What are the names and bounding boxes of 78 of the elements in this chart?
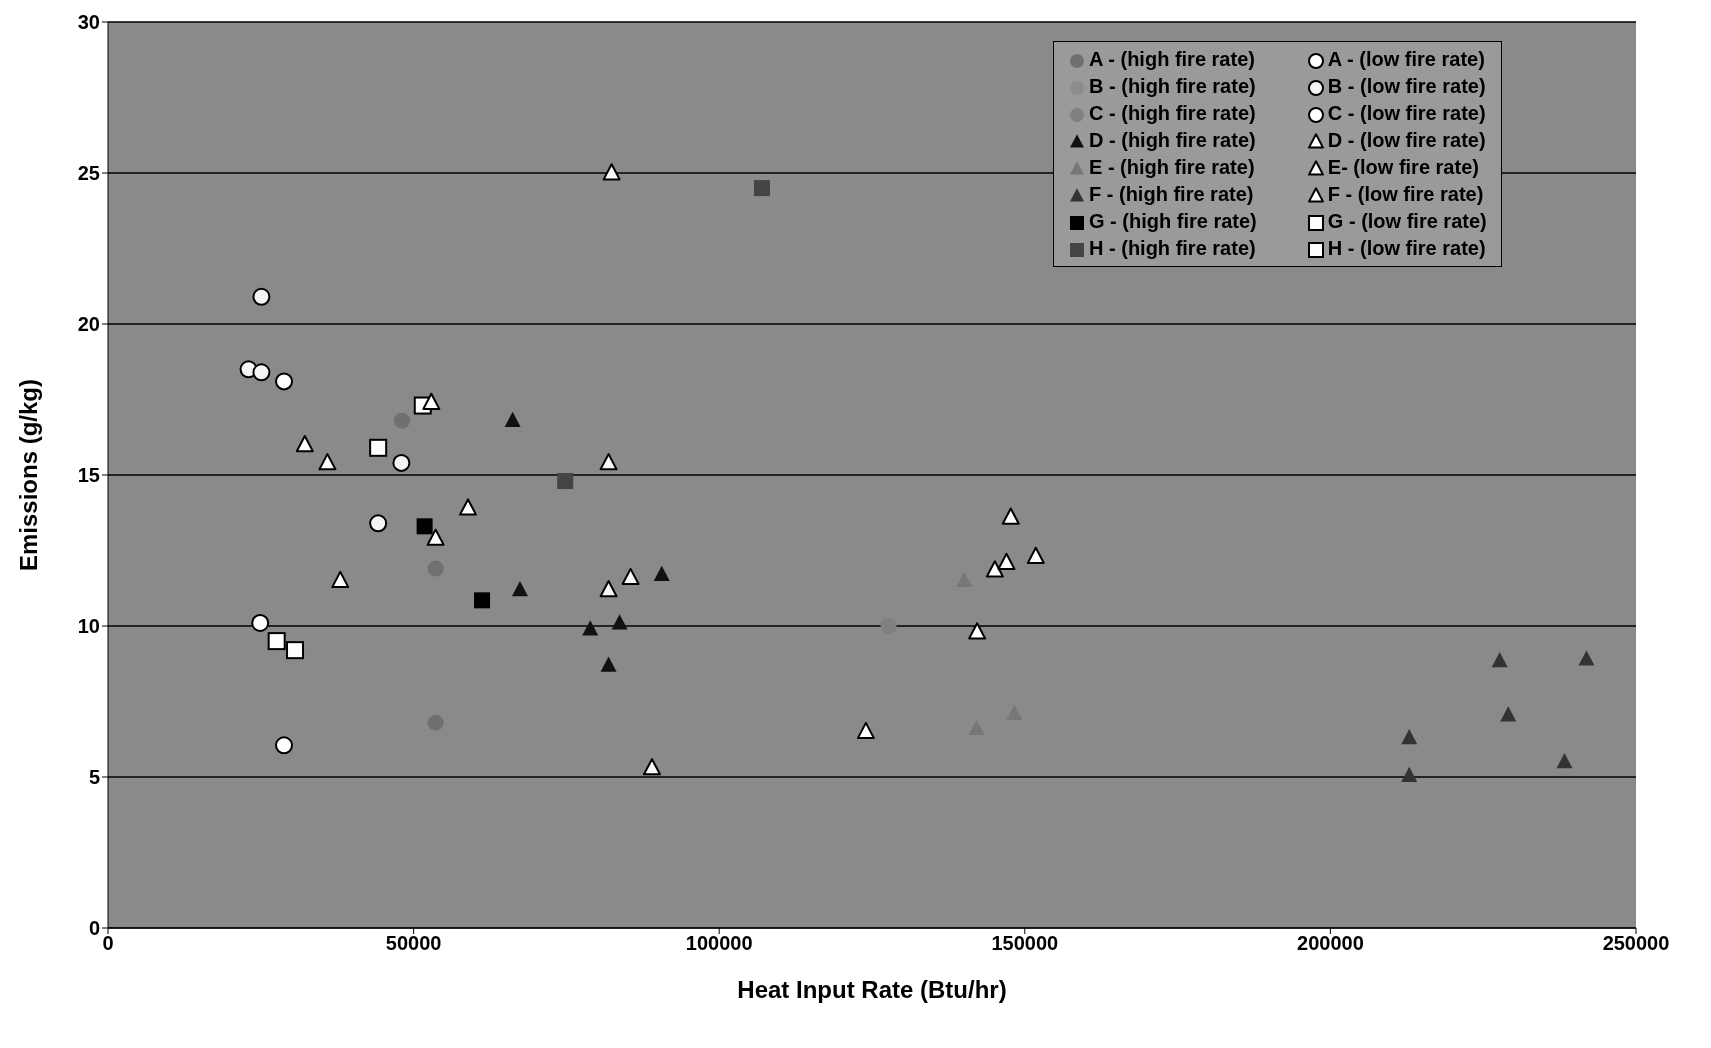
x-axis-title: Heat Input Rate (Btu/hr) — [737, 976, 1007, 1003]
legend-label: H - (low fire rate) — [1327, 237, 1486, 260]
point — [880, 618, 897, 634]
point — [1026, 546, 1045, 564]
y-axis-title: Emissions (g/kg) — [14, 378, 42, 572]
point — [369, 514, 388, 533]
legend-label: A - (high fire rate) — [1089, 48, 1255, 71]
point — [459, 498, 477, 516]
point — [474, 592, 491, 609]
point — [369, 438, 388, 457]
x-tick-label: 50000 — [385, 932, 442, 955]
point — [504, 411, 521, 428]
point — [1556, 753, 1573, 769]
point — [427, 560, 444, 577]
legend-label: A - (low fire rate) — [1327, 48, 1485, 71]
point — [393, 412, 410, 429]
point — [1401, 766, 1418, 782]
point — [416, 518, 433, 535]
point — [511, 580, 528, 597]
y-tick-label: 20 — [77, 313, 100, 336]
legend-label: B - (high fire rate) — [1089, 75, 1256, 98]
point — [968, 622, 987, 640]
point — [318, 453, 337, 471]
point — [422, 392, 441, 410]
point — [1401, 728, 1418, 745]
y-tick-label: 25 — [77, 162, 100, 185]
point — [251, 613, 270, 632]
legend-label: E - (high fire rate) — [1089, 156, 1255, 179]
legend-label: G - (low fire rate) — [1327, 210, 1487, 233]
point — [856, 721, 875, 740]
legend-label: D - (high fire rate) — [1089, 129, 1256, 152]
point — [621, 567, 640, 586]
legend-label: E- (low fire rate) — [1327, 156, 1479, 179]
point — [599, 453, 618, 471]
point — [557, 473, 574, 490]
point — [599, 579, 618, 598]
point — [392, 453, 411, 472]
x-tick-label: 200000 — [1297, 932, 1364, 955]
point — [611, 614, 628, 630]
x-tick-label: 100000 — [685, 932, 753, 955]
point — [252, 287, 271, 306]
point — [600, 656, 617, 672]
legend-label: B - (low fire rate) — [1327, 75, 1486, 98]
point — [1491, 651, 1508, 668]
point — [1500, 706, 1517, 722]
x-tick-label: 150000 — [991, 932, 1059, 955]
y-tick-label: 30 — [77, 11, 100, 34]
y-tick-label: 15 — [77, 464, 100, 487]
point — [1001, 507, 1020, 525]
legend-label: F - (high fire rate) — [1089, 183, 1254, 206]
legend-label: H - (high fire rate) — [1089, 237, 1256, 260]
point — [426, 528, 445, 546]
x-tick-label: 0 — [102, 932, 114, 955]
point — [985, 560, 1004, 578]
point — [642, 758, 661, 776]
point — [252, 363, 271, 382]
point — [1578, 650, 1595, 666]
point — [582, 620, 599, 636]
legend-label: C - (low fire rate) — [1327, 102, 1486, 125]
point — [275, 372, 294, 391]
point — [275, 736, 294, 755]
point — [267, 632, 286, 651]
y-tick-label: 10 — [77, 615, 100, 638]
x-tick-label: 250000 — [1602, 932, 1670, 955]
y-tick-label: 5 — [88, 766, 100, 789]
point — [286, 641, 305, 660]
y-tick-label: 0 — [88, 917, 100, 940]
point — [295, 435, 314, 453]
point — [427, 714, 444, 731]
point — [753, 180, 770, 197]
point — [331, 570, 350, 589]
legend-label: C - (high fire rate) — [1089, 102, 1256, 125]
point — [997, 552, 1016, 570]
legend-label: G - (high fire rate) — [1089, 210, 1257, 233]
legend-label: F - (low fire rate) — [1327, 183, 1484, 206]
point — [602, 163, 621, 181]
legend-label: D - (low fire rate) — [1327, 129, 1486, 152]
point — [653, 565, 670, 582]
